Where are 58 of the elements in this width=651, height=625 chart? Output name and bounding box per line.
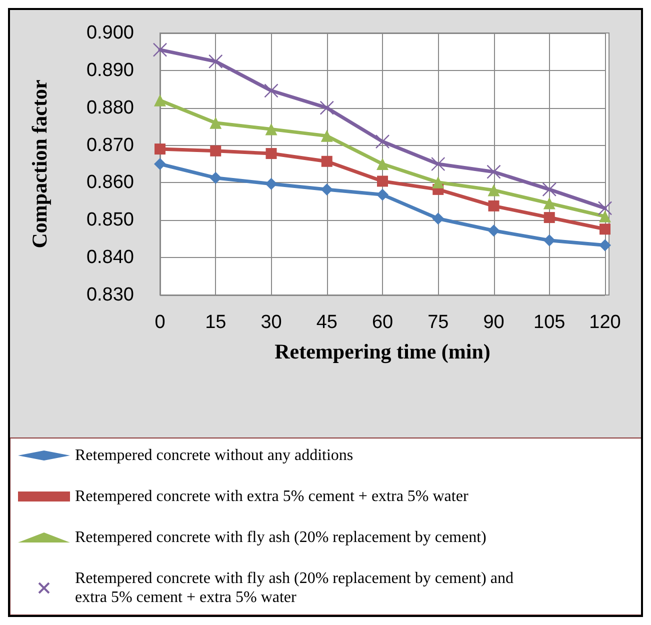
x-tick-label: 90 — [483, 312, 504, 333]
y-tick-label: 0.880 — [86, 97, 134, 118]
point — [320, 183, 333, 196]
point — [432, 176, 444, 188]
y-tick-label: 0.850 — [86, 210, 134, 231]
y-tick-label: 0.890 — [86, 60, 134, 81]
point — [600, 224, 610, 235]
point — [488, 200, 500, 212]
point — [543, 197, 556, 210]
point — [376, 158, 388, 170]
point — [210, 172, 222, 184]
x-tick-label: 30 — [260, 312, 282, 333]
point — [208, 54, 223, 69]
x-tick-label: 75 — [428, 312, 449, 333]
point — [154, 144, 166, 155]
x-tick-label: 60 — [372, 312, 394, 333]
y-tick-label: 0.870 — [86, 134, 134, 156]
point — [377, 176, 388, 187]
point — [544, 212, 555, 224]
point — [598, 201, 612, 216]
point — [210, 116, 222, 129]
point — [266, 148, 277, 160]
legend-label: Retempered concrete with extra 5% cement + extra 5% water — [75, 488, 469, 505]
point — [320, 100, 334, 115]
y-tick-label: 0.900 — [86, 22, 134, 44]
x-tick-label: 0 — [154, 312, 166, 333]
point — [488, 224, 500, 237]
point — [210, 145, 222, 156]
y-tick-label: 0.830 — [86, 284, 134, 306]
y-tick-label: 0.860 — [86, 172, 134, 194]
point — [488, 184, 500, 196]
point — [264, 84, 278, 98]
point — [599, 239, 611, 252]
point — [265, 178, 278, 190]
legend-label: Retempered concrete with fly ash (20% replacement by cement) and extra 5% cement + extra 5% water — [75, 570, 522, 606]
point — [599, 210, 611, 222]
legend-label: Retempered concrete with fly ash (20% replacement by cement) — [75, 529, 486, 546]
point — [486, 164, 501, 179]
point — [152, 42, 168, 57]
point — [542, 182, 556, 197]
point — [376, 188, 388, 201]
y-tick-label: 0.840 — [86, 247, 134, 268]
point — [320, 130, 333, 142]
legend-label: Retempered concrete without any additions — [75, 447, 354, 464]
point — [154, 94, 166, 106]
x-axis-title: Retempering time (min) — [274, 340, 490, 364]
x-tick-label: 120 — [589, 312, 621, 333]
x-tick-label: 105 — [534, 312, 566, 333]
x-tick-label: 45 — [316, 312, 338, 333]
point — [265, 123, 278, 136]
point — [154, 158, 166, 170]
point — [543, 234, 556, 246]
y-axis-title: Compaction factor — [28, 80, 52, 248]
point — [321, 156, 332, 167]
point — [375, 134, 390, 149]
point — [431, 156, 446, 172]
x-tick-label: 15 — [205, 312, 226, 333]
point — [432, 212, 444, 225]
